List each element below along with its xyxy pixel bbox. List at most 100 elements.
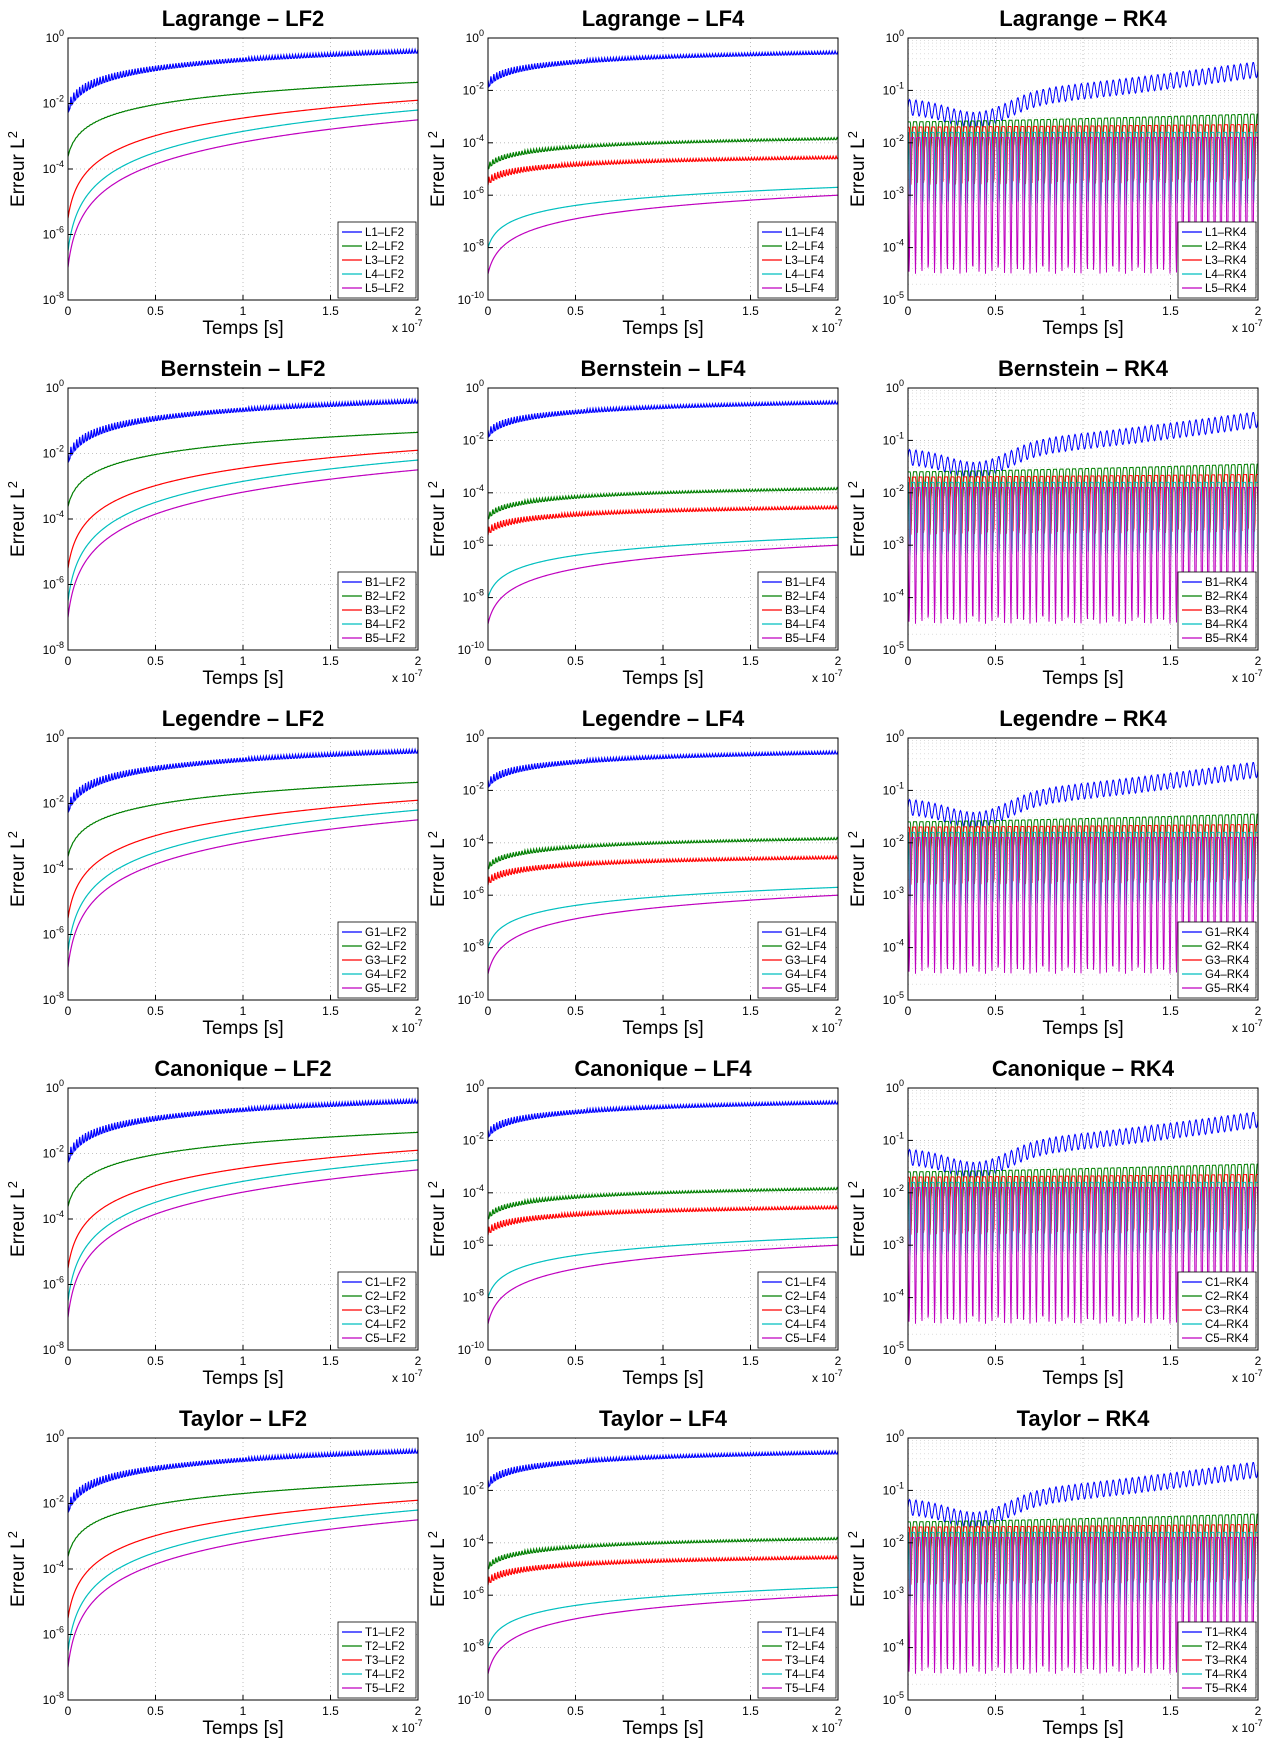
- y-tick-label: 10-10: [458, 1340, 484, 1357]
- legend-label: L2–LF2: [365, 241, 404, 253]
- x-tick-label: 1.5: [742, 1704, 759, 1718]
- series-line: [488, 1554, 838, 1586]
- y-tick-label: 100: [466, 28, 484, 45]
- x-tick-label: 1: [1080, 1704, 1087, 1718]
- legend-label: G1–LF4: [785, 927, 827, 939]
- legend-label: T3–LF4: [785, 1655, 825, 1667]
- series-line: [488, 1236, 838, 1298]
- legend-label: G5–LF4: [785, 983, 827, 995]
- y-axis-label: Erreur L2: [425, 131, 449, 207]
- series-line: [68, 1169, 418, 1318]
- x-scale-note: x 10-7: [1232, 1368, 1263, 1385]
- y-tick-label: 10-6: [463, 185, 484, 202]
- x-axis-label: Temps [s]: [1042, 318, 1123, 339]
- legend-label: B5–RK4: [1205, 633, 1248, 645]
- y-tick-label: 100: [46, 728, 64, 745]
- x-tick-label: 2: [1255, 654, 1262, 668]
- x-tick-label: 0.5: [147, 654, 164, 668]
- x-tick-label: 1: [660, 304, 667, 318]
- legend-label: B2–LF4: [785, 591, 826, 603]
- legend-label: G5–LF2: [365, 983, 407, 995]
- series-line: [488, 544, 838, 624]
- legend-label: G3–RK4: [1205, 955, 1250, 967]
- legend-label: G4–RK4: [1205, 969, 1250, 981]
- chart-title: Bernstein – RK4: [998, 356, 1169, 381]
- series-line: [68, 1097, 418, 1163]
- y-tick-label: 100: [46, 1078, 64, 1095]
- chart-title: Legendre – RK4: [999, 706, 1167, 731]
- x-tick-label: 2: [415, 304, 422, 318]
- y-tick-label: 10-8: [43, 1690, 64, 1707]
- legend: C1–LF4 C2–LF4 C3–LF4 C4–LF4 C5–LF4: [757, 1271, 837, 1349]
- y-ticks: 10-8 10-6 10-4 10-2 100: [43, 728, 73, 1007]
- x-ticks: 0 0.5 1 1.5 2: [65, 1345, 422, 1368]
- series-line: [68, 397, 418, 463]
- y-tick-label: 100: [46, 1428, 64, 1445]
- series-line: [488, 1586, 838, 1648]
- series-line: [908, 837, 1258, 974]
- x-tick-label: 1.5: [1162, 1354, 1179, 1368]
- y-axis-label: Erreur L2: [425, 481, 449, 557]
- chart-title: Taylor – LF2: [179, 1406, 307, 1431]
- legend-label: L3–LF2: [365, 255, 404, 267]
- legend-label: T1–LF4: [785, 1627, 825, 1639]
- y-tick-label: 10-1: [883, 430, 904, 447]
- y-tick-label: 10-2: [883, 1533, 904, 1550]
- series-line: [68, 449, 418, 569]
- series-group: [908, 411, 1258, 624]
- x-scale-note: x 10-7: [392, 1368, 423, 1385]
- legend-label: L1–RK4: [1205, 227, 1247, 239]
- x-tick-label: 1.5: [322, 654, 339, 668]
- chart-title: Lagrange – RK4: [999, 6, 1167, 31]
- y-tick-label: 10-3: [883, 1235, 904, 1252]
- legend-label: B2–RK4: [1205, 591, 1248, 603]
- y-tick-label: 10-8: [463, 238, 484, 255]
- chart-title: Canonique – RK4: [992, 1056, 1175, 1081]
- legend-label: G1–RK4: [1205, 927, 1250, 939]
- y-ticks: 10-5 10-4 10-3 10-2 10-1 100: [883, 28, 913, 307]
- x-ticks: 0 0.5 1 1.5 2: [905, 295, 1262, 318]
- series-line: [908, 1523, 1258, 1585]
- series-group: [908, 61, 1258, 274]
- chart-svg: Lagrange – LF4 0 0.5 1 1.5 2x 10-7 Temps [s] 10…: [425, 6, 843, 339]
- x-tick-label: 2: [1255, 1354, 1262, 1368]
- y-tick-label: 10-10: [458, 640, 484, 657]
- series-line: [908, 1181, 1258, 1256]
- x-tick-label: 1.5: [742, 1004, 759, 1018]
- x-scale-note: x 10-7: [812, 1368, 843, 1385]
- series-line: [488, 836, 838, 870]
- y-tick-label: 10-2: [463, 430, 484, 447]
- x-ticks: 0 0.5 1 1.5 2: [905, 1695, 1262, 1718]
- y-tick-label: 10-10: [458, 990, 484, 1007]
- x-tick-label: 1.5: [322, 1704, 339, 1718]
- legend-label: L5–RK4: [1205, 283, 1247, 295]
- y-tick-label: 10-4: [43, 859, 64, 876]
- y-tick-label: 100: [46, 28, 64, 45]
- x-axis-label: Temps [s]: [202, 668, 283, 689]
- legend-label: B5–LF2: [365, 633, 405, 645]
- y-tick-label: 10-4: [43, 159, 64, 176]
- y-tick-label: 10-6: [43, 925, 64, 942]
- chart-panel: Canonique – RK4 0 0.5 1 1.5 2 x 10-7 Temps [s] 1…: [840, 1050, 1263, 1390]
- legend-label: C1–LF2: [365, 1277, 406, 1289]
- x-ticks: 0 0.5 1 1.5 2: [485, 295, 842, 318]
- series-line: [908, 411, 1258, 479]
- y-tick-label: 10-4: [883, 238, 904, 255]
- x-axis-label: Temps [s]: [622, 1368, 703, 1389]
- legend-label: G1–LF2: [365, 927, 407, 939]
- series-line: [908, 487, 1258, 624]
- y-ticks: 10-5 10-4 10-3 10-2 10-1 100: [883, 728, 913, 1007]
- x-tick-label: 0: [905, 1354, 912, 1368]
- x-ticks: 0 0.5 1 1.5 2: [65, 995, 422, 1018]
- y-axis-label: Erreur L2: [845, 831, 869, 907]
- chart-svg: Legendre – RK4 0 0.5 1 1.5 2x 10-7 Temps [s] 10…: [845, 706, 1263, 1039]
- x-scale-note: x 10-7: [392, 1718, 423, 1735]
- y-ticks: 10-8 10-6 10-4 10-2 100: [43, 1078, 73, 1357]
- legend-label: L4–LF2: [365, 269, 404, 281]
- series-line: [68, 781, 418, 857]
- legend-label: C5–LF2: [365, 1333, 406, 1345]
- series-group: [908, 761, 1258, 974]
- y-axis-label: Erreur L2: [845, 1181, 869, 1257]
- series-line: [908, 123, 1258, 185]
